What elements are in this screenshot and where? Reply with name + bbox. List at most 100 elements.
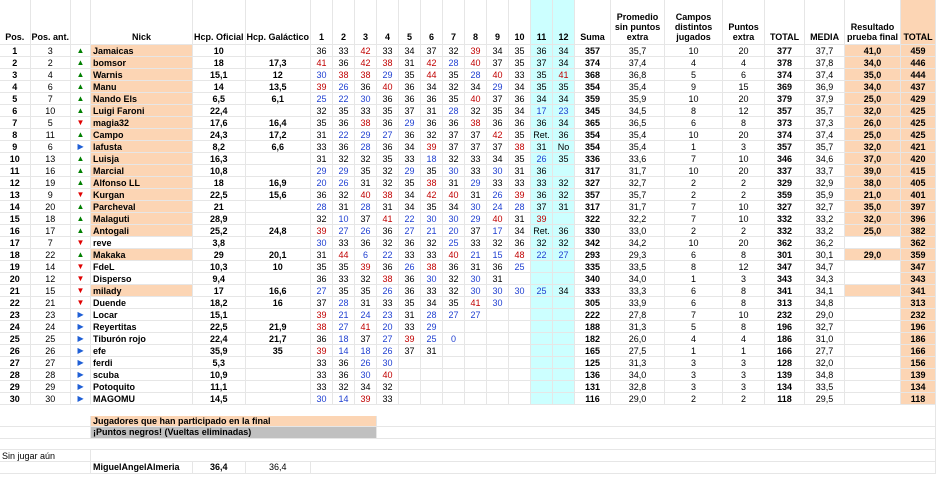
hcp-galactico-cell[interactable] bbox=[245, 392, 312, 405]
score-cell-round-9[interactable]: 36 bbox=[486, 260, 510, 273]
score-cell-round-5[interactable]: 36 bbox=[398, 92, 422, 105]
total2-cell[interactable]: 397 bbox=[900, 200, 937, 213]
total2-cell[interactable]: 425 bbox=[900, 116, 937, 129]
score-cell-round-1[interactable]: 36 bbox=[310, 332, 334, 345]
campos-cell[interactable]: 9 bbox=[664, 80, 724, 93]
total2-cell[interactable]: 446 bbox=[900, 56, 937, 69]
nick-cell[interactable]: Tiburón rojo bbox=[90, 332, 194, 345]
score-cell-round-11[interactable] bbox=[530, 380, 554, 393]
media-cell[interactable]: 33,7 bbox=[804, 164, 846, 177]
score-cell-round-9[interactable]: 37 bbox=[486, 92, 510, 105]
score-cell-round-7[interactable]: 32 bbox=[442, 284, 466, 297]
hcp-galactico-cell[interactable] bbox=[245, 212, 312, 225]
nick-cell[interactable]: Campo bbox=[90, 128, 194, 141]
score-cell-round-9[interactable]: 34 bbox=[486, 44, 510, 57]
position-cell[interactable]: 24 bbox=[0, 320, 31, 333]
nick-cell[interactable]: Luigi Faroni bbox=[90, 104, 194, 117]
previous-position-cell[interactable]: 4 bbox=[30, 68, 72, 81]
score-cell-round-7[interactable] bbox=[442, 320, 466, 333]
previous-position-cell[interactable]: 13 bbox=[30, 152, 72, 165]
promedio-cell[interactable]: 26,0 bbox=[610, 332, 666, 345]
score-cell-round-11[interactable]: 35 bbox=[530, 80, 554, 93]
score-cell-round-10[interactable]: 28 bbox=[508, 200, 532, 213]
score-cell-round-9[interactable]: 37 bbox=[486, 140, 510, 153]
total-cell[interactable]: 139 bbox=[764, 368, 806, 381]
total-cell[interactable]: 346 bbox=[764, 152, 806, 165]
position-cell[interactable]: 5 bbox=[0, 92, 31, 105]
campos-cell[interactable]: 3 bbox=[664, 368, 724, 381]
total2-cell[interactable]: 118 bbox=[900, 392, 937, 405]
hcp-galactico-cell[interactable] bbox=[245, 272, 312, 285]
puntos-extra-cell[interactable]: 4 bbox=[722, 56, 766, 69]
position-cell[interactable]: 8 bbox=[0, 128, 31, 141]
score-cell-round-4[interactable]: 30 bbox=[376, 356, 400, 369]
media-cell[interactable]: 33,2 bbox=[804, 224, 846, 237]
score-cell-round-8[interactable]: 27 bbox=[464, 308, 488, 321]
score-cell-round-2[interactable]: 14 bbox=[332, 392, 356, 405]
resultado-cell[interactable]: 26,0 bbox=[844, 116, 902, 129]
score-cell-round-11[interactable] bbox=[530, 344, 554, 357]
media-cell[interactable]: 29,0 bbox=[804, 308, 846, 321]
col-round-3[interactable]: 3 bbox=[354, 0, 378, 45]
promedio-cell[interactable]: 31,7 bbox=[610, 164, 666, 177]
previous-position-cell[interactable]: 21 bbox=[30, 296, 72, 309]
media-cell[interactable]: 34,7 bbox=[804, 260, 846, 273]
promedio-cell[interactable]: 33,0 bbox=[610, 224, 666, 237]
col-pos[interactable]: Pos. bbox=[0, 0, 31, 45]
score-cell-round-1[interactable]: 25 bbox=[310, 92, 334, 105]
score-cell-round-6[interactable] bbox=[420, 380, 444, 393]
hcp-oficial-cell[interactable]: 18 bbox=[192, 176, 246, 189]
col-puntos-extra[interactable]: Puntos extra bbox=[722, 0, 766, 45]
campos-cell[interactable]: 1 bbox=[664, 140, 724, 153]
score-cell-round-7[interactable]: 40 bbox=[442, 188, 466, 201]
suma-cell[interactable]: 317 bbox=[574, 164, 612, 177]
suma-cell[interactable]: 340 bbox=[574, 272, 612, 285]
score-cell-round-12[interactable] bbox=[552, 308, 576, 321]
resultado-cell[interactable] bbox=[844, 332, 902, 345]
previous-position-cell[interactable]: 10 bbox=[30, 104, 72, 117]
score-cell-round-11[interactable] bbox=[530, 320, 554, 333]
position-cell[interactable]: 22 bbox=[0, 296, 31, 309]
promedio-cell[interactable]: 35,7 bbox=[610, 44, 666, 57]
puntos-extra-cell[interactable]: 2 bbox=[722, 392, 766, 405]
previous-position-cell[interactable]: 19 bbox=[30, 176, 72, 189]
score-cell-round-9[interactable] bbox=[486, 332, 510, 345]
score-cell-round-3[interactable]: 36 bbox=[354, 236, 378, 249]
position-cell[interactable]: 2 bbox=[0, 56, 31, 69]
media-cell[interactable]: 31,0 bbox=[804, 332, 846, 345]
score-cell-round-4[interactable]: 22 bbox=[376, 248, 400, 261]
hcp-oficial-cell[interactable]: 17 bbox=[192, 284, 246, 297]
total-cell[interactable]: 369 bbox=[764, 80, 806, 93]
previous-position-cell[interactable]: 16 bbox=[30, 164, 72, 177]
score-cell-round-11[interactable]: 34 bbox=[530, 92, 554, 105]
score-cell-round-4[interactable]: 36 bbox=[376, 92, 400, 105]
promedio-cell[interactable]: 34,0 bbox=[610, 272, 666, 285]
score-cell-round-10[interactable]: 35 bbox=[508, 152, 532, 165]
puntos-extra-cell[interactable]: 3 bbox=[722, 356, 766, 369]
score-cell-round-9[interactable]: 24 bbox=[486, 200, 510, 213]
score-cell-round-5[interactable]: 22 bbox=[398, 212, 422, 225]
score-cell-round-7[interactable]: 32 bbox=[442, 44, 466, 57]
score-cell-round-6[interactable]: 30 bbox=[420, 212, 444, 225]
score-cell-round-6[interactable]: 38 bbox=[420, 176, 444, 189]
score-cell-round-8[interactable]: 39 bbox=[464, 44, 488, 57]
score-cell-round-4[interactable]: 33 bbox=[376, 44, 400, 57]
col-round-11[interactable]: 11 bbox=[530, 0, 554, 45]
hcp-galactico-cell[interactable] bbox=[245, 152, 312, 165]
score-cell-round-8[interactable]: 38 bbox=[464, 116, 488, 129]
score-cell-round-1[interactable]: 30 bbox=[310, 68, 334, 81]
position-cell[interactable]: 9 bbox=[0, 140, 31, 153]
total2-cell[interactable]: 396 bbox=[900, 212, 937, 225]
score-cell-round-5[interactable]: 29 bbox=[398, 164, 422, 177]
hcp-oficial-cell[interactable]: 18,2 bbox=[192, 296, 246, 309]
campos-cell[interactable]: 2 bbox=[664, 176, 724, 189]
score-cell-round-2[interactable]: 36 bbox=[332, 140, 356, 153]
score-cell-round-1[interactable]: 33 bbox=[310, 380, 334, 393]
score-cell-round-6[interactable]: 18 bbox=[420, 152, 444, 165]
score-cell-round-10[interactable] bbox=[508, 380, 532, 393]
promedio-cell[interactable]: 33,9 bbox=[610, 296, 666, 309]
resultado-cell[interactable] bbox=[844, 260, 902, 273]
position-cell[interactable]: 15 bbox=[0, 212, 31, 225]
score-cell-round-9[interactable]: 35 bbox=[486, 104, 510, 117]
score-cell-round-2[interactable]: 21 bbox=[332, 308, 356, 321]
